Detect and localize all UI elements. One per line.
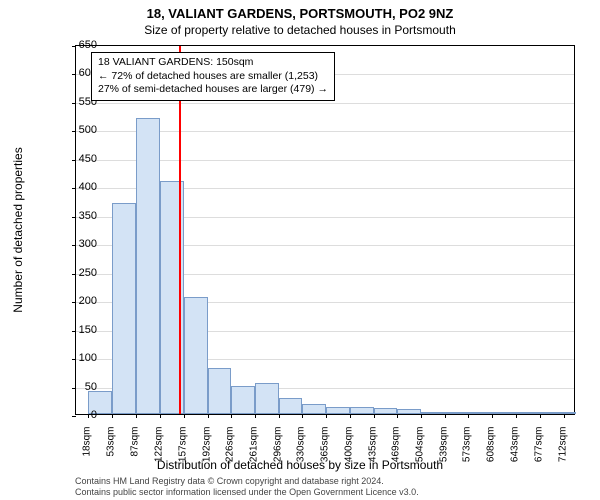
x-tick-mark (112, 414, 113, 418)
x-tick-label: 226sqm (224, 427, 235, 467)
y-tick-label: 200 (67, 295, 97, 307)
x-tick-mark (564, 414, 565, 418)
x-tick-label: 53sqm (106, 427, 117, 467)
x-tick-mark (468, 414, 469, 418)
y-tick-label: 450 (67, 153, 97, 165)
grid-line (76, 103, 574, 104)
x-tick-label: 261sqm (248, 427, 259, 467)
x-tick-mark (421, 414, 422, 418)
marker-line (179, 46, 181, 414)
x-tick-mark (255, 414, 256, 418)
y-tick-label: 350 (67, 210, 97, 222)
y-tick-label: 50 (67, 381, 97, 393)
y-tick-label: 150 (67, 324, 97, 336)
y-tick-label: 650 (67, 39, 97, 51)
x-tick-label: 365sqm (320, 427, 331, 467)
x-tick-label: 18sqm (82, 427, 93, 467)
x-tick-mark (374, 414, 375, 418)
x-tick-mark (350, 414, 351, 418)
histogram-bar (136, 118, 160, 414)
x-tick-mark (231, 414, 232, 418)
annotation-line1: 18 VALIANT GARDENS: 150sqm (98, 56, 328, 70)
x-tick-label: 712sqm (557, 427, 568, 467)
histogram-bar (302, 404, 326, 414)
x-tick-mark (516, 414, 517, 418)
histogram-bar (374, 408, 397, 414)
x-tick-mark (184, 414, 185, 418)
x-tick-label: 122sqm (153, 427, 164, 467)
x-tick-mark (279, 414, 280, 418)
y-tick-label: 500 (67, 124, 97, 136)
y-axis-label: Number of detached properties (11, 147, 25, 312)
histogram-bar (564, 412, 576, 414)
x-tick-mark (326, 414, 327, 418)
footer-line1: Contains HM Land Registry data © Crown c… (75, 476, 419, 487)
histogram-bar (231, 386, 255, 414)
chart-title: 18, VALIANT GARDENS, PORTSMOUTH, PO2 9NZ (0, 0, 600, 21)
x-tick-mark (302, 414, 303, 418)
x-tick-mark (492, 414, 493, 418)
chart-container: 18, VALIANT GARDENS, PORTSMOUTH, PO2 9NZ… (0, 0, 600, 500)
x-tick-label: 608sqm (486, 427, 497, 467)
histogram-bar (255, 383, 279, 414)
x-tick-label: 192sqm (201, 427, 212, 467)
y-tick-label: 400 (67, 181, 97, 193)
annotation-line3: 27% of semi-detached houses are larger (… (98, 83, 328, 97)
y-tick-label: 250 (67, 267, 97, 279)
histogram-bar (516, 412, 539, 414)
histogram-bar (540, 412, 564, 414)
x-tick-label: 573sqm (462, 427, 473, 467)
footer-line2: Contains public sector information licen… (75, 487, 419, 498)
histogram-bar (350, 407, 374, 414)
x-tick-label: 296sqm (272, 427, 283, 467)
x-tick-mark (540, 414, 541, 418)
histogram-bar (492, 412, 516, 414)
histogram-bar (279, 398, 302, 414)
x-tick-label: 330sqm (296, 427, 307, 467)
histogram-bar (468, 412, 492, 414)
x-tick-label: 539sqm (439, 427, 450, 467)
y-tick-label: 0 (67, 409, 97, 421)
x-tick-label: 504sqm (415, 427, 426, 467)
annotation-box: 18 VALIANT GARDENS: 150sqm ← 72% of deta… (91, 52, 335, 101)
x-tick-mark (445, 414, 446, 418)
histogram-bar (208, 368, 231, 414)
annotation-line2: ← 72% of detached houses are smaller (1,… (98, 70, 328, 84)
chart-footer: Contains HM Land Registry data © Crown c… (75, 476, 419, 498)
x-tick-mark (208, 414, 209, 418)
x-tick-label: 435sqm (367, 427, 378, 467)
x-tick-mark (397, 414, 398, 418)
histogram-bar (397, 409, 421, 414)
histogram-bar (421, 412, 445, 414)
histogram-bar (326, 407, 350, 414)
histogram-bar (184, 297, 208, 414)
chart-subtitle: Size of property relative to detached ho… (0, 21, 600, 37)
x-tick-mark (160, 414, 161, 418)
histogram-bar (112, 203, 135, 414)
plot-area: 18 VALIANT GARDENS: 150sqm ← 72% of deta… (75, 45, 575, 415)
x-tick-label: 157sqm (177, 427, 188, 467)
x-tick-mark (136, 414, 137, 418)
x-tick-label: 677sqm (533, 427, 544, 467)
y-tick-label: 100 (67, 352, 97, 364)
y-tick-label: 300 (67, 238, 97, 250)
histogram-bar (445, 412, 468, 414)
x-tick-label: 87sqm (129, 427, 140, 467)
x-tick-label: 400sqm (343, 427, 354, 467)
x-tick-label: 469sqm (391, 427, 402, 467)
x-tick-label: 643sqm (510, 427, 521, 467)
